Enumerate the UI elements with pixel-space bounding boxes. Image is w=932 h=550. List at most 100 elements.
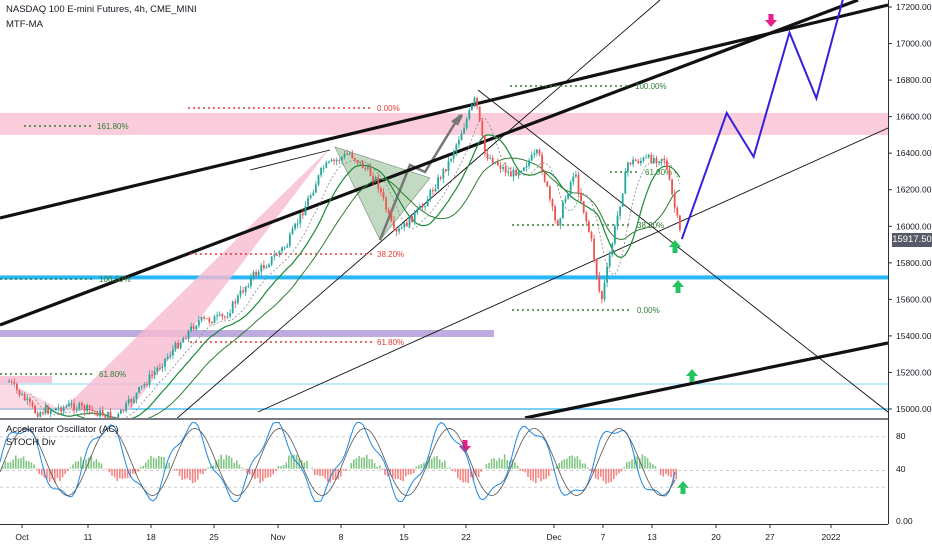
candle-body <box>351 153 354 159</box>
osc-histogram-bar <box>537 468 540 478</box>
osc-histogram-bar <box>129 468 131 478</box>
osc-histogram-bar <box>522 468 524 472</box>
candle-body <box>613 226 616 244</box>
osc-histogram-bar <box>399 468 402 481</box>
osc-histogram-bar <box>155 458 157 469</box>
osc-histogram-bar <box>602 468 605 482</box>
candle-body <box>639 160 642 164</box>
candle-body <box>379 188 382 193</box>
candle-body <box>429 190 432 200</box>
osc-histogram-bar <box>444 460 446 469</box>
candle-body <box>132 399 135 403</box>
sell-arrow-top <box>765 14 777 27</box>
osc-histogram-bar <box>111 468 113 476</box>
candle-body <box>416 209 419 213</box>
osc-histogram-bar <box>145 462 147 469</box>
candle-body <box>335 160 338 162</box>
fib-label-fib_38_a: 38.20% <box>377 250 404 259</box>
candle-body <box>463 128 465 134</box>
osc-histogram-bar <box>25 460 27 469</box>
candle-body <box>548 186 551 200</box>
osc-histogram-bar <box>38 468 40 475</box>
osc-histogram-bar <box>506 459 508 469</box>
osc-histogram-bar <box>600 468 602 477</box>
osc-histogram-bar <box>48 468 51 482</box>
candle-body <box>491 157 494 164</box>
candle-body <box>494 161 497 164</box>
osc-histogram-bar <box>548 468 550 477</box>
osc-histogram-bar <box>345 468 347 472</box>
candle-body <box>221 314 224 317</box>
price-tick-label: 16000.00 <box>896 221 932 231</box>
candle-body <box>52 410 55 412</box>
candle-body <box>273 254 276 257</box>
projection-path <box>680 0 844 240</box>
price-tick-label: 16600.00 <box>896 112 932 122</box>
osc-histogram-bar <box>184 468 186 480</box>
candle-body <box>148 374 151 385</box>
candle-body <box>91 409 94 411</box>
time-tick-label: 2022 <box>822 532 841 542</box>
osc-histogram-bar <box>355 458 358 469</box>
candle-body <box>645 157 647 159</box>
osc-histogram-bar <box>147 459 150 469</box>
candle-body <box>424 206 426 208</box>
candle-body <box>377 176 380 189</box>
candle-body <box>252 272 255 277</box>
candle-body <box>338 160 341 162</box>
candle-body <box>608 254 611 267</box>
candle-body <box>595 259 598 276</box>
oscillator-axis[interactable]: 80 40 0.00 <box>896 431 913 526</box>
osc-histogram-bar <box>618 468 620 474</box>
candle-body <box>598 275 601 292</box>
osc-histogram-bar <box>124 468 126 479</box>
candle-body <box>574 174 577 177</box>
osc-histogram-bar <box>485 464 488 469</box>
trendline-layer <box>0 0 888 418</box>
osc-histogram-bar <box>288 455 290 469</box>
osc-histogram-bar <box>314 468 316 475</box>
trendline-4 <box>257 127 888 413</box>
osc-histogram-bar <box>67 468 69 471</box>
candle-body <box>327 161 330 163</box>
osc-histogram-bar <box>470 468 472 478</box>
candle-body <box>655 158 658 163</box>
candle-body <box>502 167 504 169</box>
osc-histogram-bar <box>168 462 170 469</box>
osc-histogram-bar <box>644 456 646 469</box>
candle-body <box>567 193 569 199</box>
osc-histogram-bar <box>238 464 241 469</box>
osc-histogram-bar <box>667 468 670 476</box>
osc-histogram-bar <box>576 456 579 469</box>
osc-histogram-bar <box>675 468 677 480</box>
gray-swing-arrowhead <box>451 113 464 126</box>
price-axis[interactable]: 17200.00 17000.00 16800.00 16600.00 16400.00… <box>888 2 932 414</box>
fib-label-fib_0_b: 0.00% <box>637 306 660 315</box>
candle-body <box>304 205 307 216</box>
candle-body <box>216 315 218 317</box>
osc-histogram-bar <box>116 468 118 481</box>
pink-harmonic-base <box>0 378 62 410</box>
osc-histogram-bar <box>176 468 178 471</box>
candle-body <box>247 286 250 288</box>
time-axis[interactable]: Oct 11 18 25 Nov 8 15 22 Dec 7 13 20 27 2022 <box>15 524 841 542</box>
osc-histogram-bar <box>293 454 295 469</box>
osc-histogram-bar <box>251 468 254 478</box>
candle-body <box>10 381 13 383</box>
osc-histogram-bar <box>626 462 628 469</box>
time-tick-label: 25 <box>209 532 219 542</box>
osc-histogram-bar <box>85 459 87 469</box>
candle-body <box>294 223 296 229</box>
osc-histogram-bar <box>199 468 202 474</box>
candle-body <box>621 193 624 207</box>
osc-histogram-bar <box>165 464 168 469</box>
candle-body <box>283 247 286 249</box>
osc-histogram-bar <box>41 468 43 476</box>
candle-body <box>470 104 473 111</box>
osc-histogram-bar <box>446 467 449 469</box>
osc-histogram-bar <box>113 468 116 478</box>
price-tick-label: 15200.00 <box>896 367 932 377</box>
osc-histogram-bar <box>17 458 20 469</box>
osc-histogram-bar <box>173 468 176 471</box>
